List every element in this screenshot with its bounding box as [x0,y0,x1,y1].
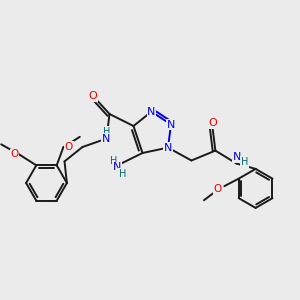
Text: O: O [214,184,222,194]
Text: H: H [119,169,126,179]
Text: H: H [110,156,117,166]
Text: O: O [208,118,217,128]
Text: H: H [103,127,110,137]
Text: O: O [10,149,19,159]
Text: N: N [233,152,241,162]
Text: N: N [147,106,156,117]
Text: N: N [167,119,175,130]
Text: O: O [64,142,73,152]
Text: N: N [164,142,172,153]
Text: N: N [113,162,121,172]
Text: H: H [241,157,248,167]
Text: N: N [102,134,110,144]
Text: O: O [88,91,98,101]
